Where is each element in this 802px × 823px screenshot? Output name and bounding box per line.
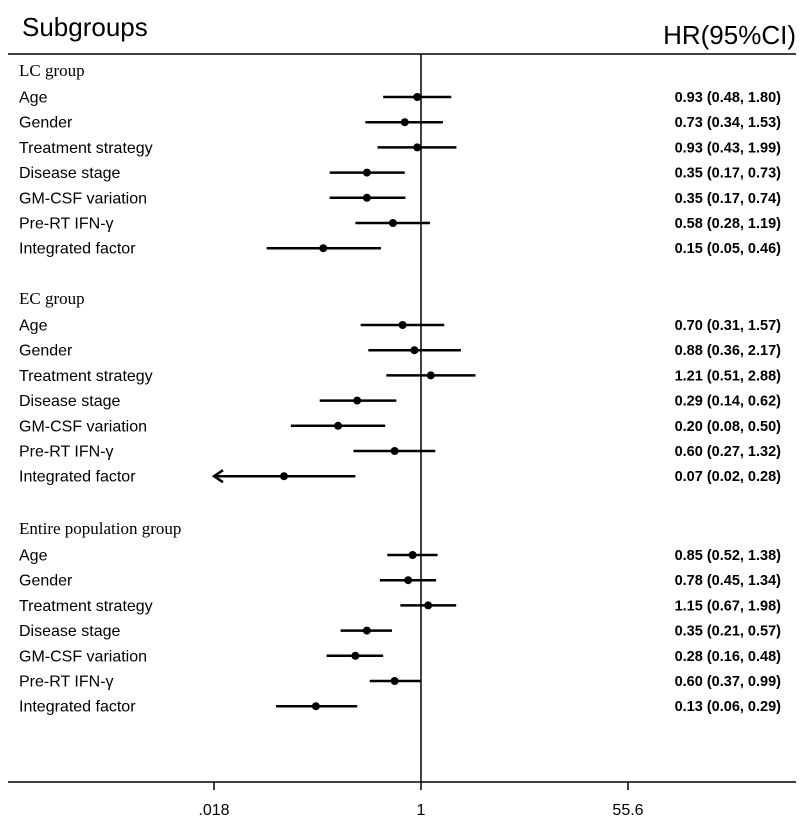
hr-point xyxy=(426,371,435,380)
header-hr-ci: HR(95%CI) xyxy=(663,20,796,50)
row-label: GM-CSF variation xyxy=(19,418,147,435)
x-tick-label: 1 xyxy=(417,802,426,819)
row-label: Gender xyxy=(19,343,73,360)
row-label: Gender xyxy=(19,115,73,132)
hr-point xyxy=(362,626,371,635)
row-label: Pre-RT IFN-γ xyxy=(19,444,114,461)
hr-ci-value: 0.35 (0.17, 0.74) xyxy=(675,191,782,207)
hr-ci-value: 0.60 (0.37, 0.99) xyxy=(675,674,782,690)
hr-point xyxy=(390,447,399,455)
hr-ci-value: 0.85 (0.52, 1.38) xyxy=(675,548,782,564)
hr-point xyxy=(408,551,417,559)
x-tick-label: 55.6 xyxy=(612,802,643,819)
hr-point xyxy=(400,118,409,127)
hr-point xyxy=(362,168,371,177)
hr-point xyxy=(353,396,362,405)
hr-point xyxy=(404,576,413,585)
row-label: Disease stage xyxy=(19,393,120,410)
hr-ci-value: 0.35 (0.17, 0.73) xyxy=(675,166,782,182)
hr-point xyxy=(351,651,360,660)
hr-ci-value: 0.20 (0.08, 0.50) xyxy=(675,419,782,435)
hr-ci-value: 0.70 (0.31, 1.57) xyxy=(675,318,782,334)
hr-ci-value: 1.15 (0.67, 1.98) xyxy=(675,598,782,614)
row-label: Age xyxy=(19,548,48,565)
hr-ci-value: 0.58 (0.28, 1.19) xyxy=(675,216,782,232)
x-tick-label: .018 xyxy=(198,802,229,819)
row-label: Age xyxy=(19,90,48,107)
hr-ci-value: 0.93 (0.43, 1.99) xyxy=(675,140,782,156)
group-title: LC group xyxy=(19,61,85,80)
row-label: Integrated factor xyxy=(19,469,136,486)
hr-ci-value: 1.21 (0.51, 2.88) xyxy=(675,368,782,384)
hr-ci-value: 0.07 (0.02, 0.28) xyxy=(675,469,782,485)
hr-point xyxy=(334,421,343,430)
hr-point xyxy=(398,321,407,329)
row-label: Treatment strategy xyxy=(19,598,153,615)
row-label: Age xyxy=(19,318,48,335)
hr-point xyxy=(311,702,320,711)
hr-point xyxy=(424,601,433,610)
hr-ci-value: 0.60 (0.27, 1.32) xyxy=(675,444,782,460)
hr-point xyxy=(413,93,422,101)
row-label: Integrated factor xyxy=(19,241,136,258)
row-label: Pre-RT IFN-γ xyxy=(19,674,114,691)
row-label: GM-CSF variation xyxy=(19,648,147,665)
ci-arrow-icon xyxy=(211,469,224,484)
hr-point xyxy=(388,219,397,227)
hr-ci-value: 0.15 (0.05, 0.46) xyxy=(675,241,782,257)
row-label: Disease stage xyxy=(19,623,120,640)
row-label: Pre-RT IFN-γ xyxy=(19,216,114,233)
group-title: Entire population group xyxy=(19,519,181,538)
hr-point xyxy=(279,472,288,481)
hr-point xyxy=(413,143,422,152)
hr-ci-value: 0.88 (0.36, 2.17) xyxy=(675,343,782,359)
hr-point xyxy=(362,193,371,202)
hr-ci-value: 0.28 (0.16, 0.48) xyxy=(675,649,782,665)
hr-ci-value: 0.78 (0.45, 1.34) xyxy=(675,573,782,589)
group-title: EC group xyxy=(19,289,85,308)
header-subgroups: Subgroups xyxy=(22,12,148,42)
hr-point xyxy=(319,244,328,253)
row-label: Integrated factor xyxy=(19,699,136,716)
hr-ci-value: 0.13 (0.06, 0.29) xyxy=(675,699,782,715)
hr-point xyxy=(410,346,419,355)
row-label: Treatment strategy xyxy=(19,368,153,385)
row-label: Treatment strategy xyxy=(19,140,153,157)
hr-ci-value: 0.35 (0.21, 0.57) xyxy=(675,624,782,640)
row-label: Disease stage xyxy=(19,165,120,182)
hr-point xyxy=(390,677,399,685)
hr-ci-value: 0.73 (0.34, 1.53) xyxy=(675,115,782,131)
hr-ci-value: 0.93 (0.48, 1.80) xyxy=(675,90,782,106)
row-label: Gender xyxy=(19,573,73,590)
row-label: GM-CSF variation xyxy=(19,190,147,207)
hr-ci-value: 0.29 (0.14, 0.62) xyxy=(675,394,782,410)
